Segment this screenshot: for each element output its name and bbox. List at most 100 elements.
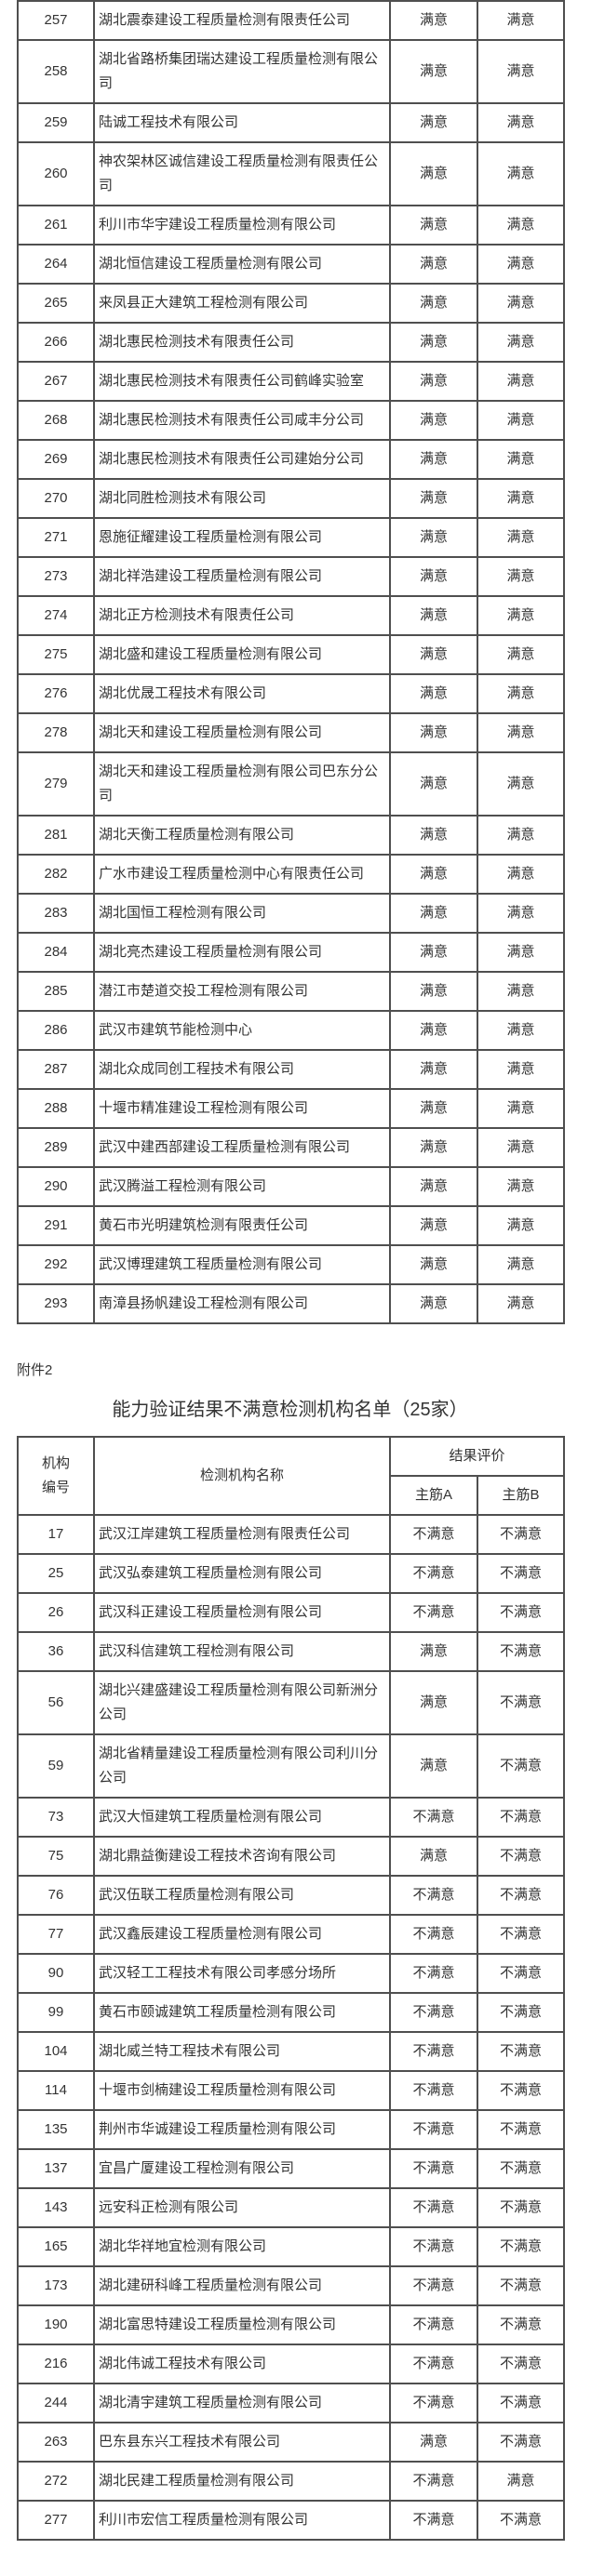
agency-name-cell: 黄石市颐诚建筑工程质量检测有限公司 [93, 1992, 391, 2033]
result-a-cell: 满意 [389, 1010, 478, 1051]
agency-number-cell: 264 [17, 244, 95, 285]
table-row: 287 湖北众成同创工程技术有限公司 满意 满意 [17, 1049, 565, 1090]
result-b-cell: 满意 [477, 815, 565, 856]
table-row: 278 湖北天和建设工程质量检测有限公司 满意 满意 [17, 712, 565, 753]
result-b-cell: 不满意 [476, 1992, 566, 2033]
result-b-cell: 不满意 [476, 2031, 566, 2072]
result-b-cell: 不满意 [476, 1733, 566, 1799]
result-b-cell: 不满意 [476, 1631, 566, 1672]
result-b-cell: 满意 [477, 1244, 565, 1285]
agency-number-cell: 25 [17, 1553, 95, 1594]
table-row: 292 武汉博理建筑工程质量检测有限公司 满意 满意 [17, 1244, 565, 1285]
agency-number-cell: 190 [17, 2304, 95, 2345]
agency-number-cell: 17 [17, 1514, 95, 1555]
agency-number-cell: 289 [17, 1127, 95, 1168]
result-a-cell: 满意 [389, 1088, 478, 1129]
agency-name-cell: 南漳县扬帆建设工程检测有限公司 [93, 1283, 391, 1324]
result-a-cell: 不满意 [389, 2070, 478, 2111]
result-a-cell: 不满意 [389, 1914, 478, 1955]
result-b-cell: 满意 [476, 2461, 566, 2502]
result-b-cell: 满意 [477, 932, 565, 973]
result-b-cell: 不满意 [476, 2422, 566, 2463]
table-row: 135 荆州市华诚建设工程质量检测有限公司 不满意 不满意 [17, 2109, 566, 2150]
agency-name-cell: 湖北省精量建设工程质量检测有限公司利川分公司 [93, 1733, 391, 1799]
result-a-cell: 满意 [389, 322, 478, 363]
agency-number-cell: 285 [17, 971, 95, 1012]
agency-name-cell: 湖北震泰建设工程质量检测有限责任公司 [93, 0, 391, 41]
result-a-cell: 不满意 [389, 1592, 478, 1633]
table-row: 190 湖北富思特建设工程质量检测有限公司 不满意 不满意 [17, 2304, 566, 2345]
agency-number-cell: 137 [17, 2148, 95, 2189]
agency-number-cell: 269 [17, 439, 95, 480]
table-row: 272 湖北民建工程质量检测有限公司 不满意 满意 [17, 2461, 566, 2502]
agency-name-cell: 武汉轻工工程技术有限公司孝感分场所 [93, 1953, 391, 1994]
result-b-cell: 不满意 [476, 1797, 566, 1838]
result-a-cell: 满意 [389, 102, 478, 143]
result-a-cell: 不满意 [389, 1553, 478, 1594]
result-b-cell: 满意 [477, 0, 565, 41]
agency-number-cell: 244 [17, 2383, 95, 2423]
agency-name-cell: 湖北清宇建筑工程质量检测有限公司 [93, 2383, 391, 2423]
table-row: 216 湖北伟诚工程技术有限公司 不满意 不满意 [17, 2344, 566, 2384]
table-row: 165 湖北华祥地宜检测有限公司 不满意 不满意 [17, 2226, 566, 2267]
agency-name-cell: 湖北威兰特工程技术有限公司 [93, 2031, 391, 2072]
agency-name-cell: 武汉中建西部建设工程质量检测有限公司 [93, 1127, 391, 1168]
result-b-cell: 不满意 [476, 2500, 566, 2541]
result-b-cell: 满意 [477, 854, 565, 895]
agency-name-cell: 湖北华祥地宜检测有限公司 [93, 2226, 391, 2267]
agency-number-cell: 260 [17, 141, 95, 206]
result-b-cell: 满意 [477, 634, 565, 675]
result-a-cell: 满意 [389, 1244, 478, 1285]
table-row: 293 南漳县扬帆建设工程检测有限公司 满意 满意 [17, 1283, 565, 1324]
agency-number-cell: 267 [17, 361, 95, 402]
agency-name-cell: 武汉市建筑节能检测中心 [93, 1010, 391, 1051]
agency-number-cell: 90 [17, 1953, 95, 1994]
agency-name-cell: 武汉江岸建筑工程质量检测有限责任公司 [93, 1514, 391, 1555]
agency-name-cell: 湖北亮杰建设工程质量检测有限公司 [93, 932, 391, 973]
agency-name-cell: 湖北天衡工程质量检测有限公司 [93, 815, 391, 856]
agency-number-cell: 277 [17, 2500, 95, 2541]
agency-number-cell: 278 [17, 712, 95, 753]
result-b-cell: 不满意 [476, 2070, 566, 2111]
result-b-cell: 满意 [477, 1127, 565, 1168]
table-row: 269 湖北惠民检测技术有限责任公司建始分公司 满意 满意 [17, 439, 565, 480]
agency-number-cell: 265 [17, 283, 95, 324]
agency-number-cell: 73 [17, 1797, 95, 1838]
agency-number-cell: 216 [17, 2344, 95, 2384]
table-row: 267 湖北惠民检测技术有限责任公司鹤峰实验室 满意 满意 [17, 361, 565, 402]
table-row: 260 神农架林区诚信建设工程质量检测有限责任公司 满意 满意 [17, 141, 565, 206]
result-b-cell: 满意 [477, 1205, 565, 1246]
result-b-cell: 满意 [477, 1283, 565, 1324]
result-a-cell: 不满意 [389, 2304, 478, 2345]
result-a-cell: 不满意 [389, 2344, 478, 2384]
table-row: 114 十堰市剑楠建设工程质量检测有限公司 不满意 不满意 [17, 2070, 566, 2111]
agency-number-cell: 288 [17, 1088, 95, 1129]
result-a-cell: 不满意 [389, 2148, 478, 2189]
table-row: 76 武汉伍联工程质量检测有限公司 不满意 不满意 [17, 1875, 566, 1916]
table-row: 137 宜昌广厦建设工程检测有限公司 不满意 不满意 [17, 2148, 566, 2189]
result-b-cell: 满意 [477, 556, 565, 597]
result-b-cell: 满意 [477, 517, 565, 558]
agency-number-cell: 270 [17, 478, 95, 519]
table-row: 244 湖北清宇建筑工程质量检测有限公司 不满意 不满意 [17, 2383, 566, 2423]
result-a-cell: 满意 [389, 205, 478, 246]
agency-number-cell: 26 [17, 1592, 95, 1633]
result-b-cell: 不满意 [476, 1670, 566, 1735]
agency-number-cell: 281 [17, 815, 95, 856]
table-row: 270 湖北同胜检测技术有限公司 满意 满意 [17, 478, 565, 519]
result-b-cell: 满意 [477, 102, 565, 143]
agency-name-cell: 湖北富思特建设工程质量检测有限公司 [93, 2304, 391, 2345]
satisfied-table: 257 湖北震泰建设工程质量检测有限责任公司 满意 满意 258 湖北省路桥集团… [17, 0, 565, 1324]
agency-name-cell: 湖北惠民检测技术有限责任公司建始分公司 [93, 439, 391, 480]
result-b-cell: 不满意 [476, 2304, 566, 2345]
table-row: 275 湖北盛和建设工程质量检测有限公司 满意 满意 [17, 634, 565, 675]
result-b-cell: 满意 [477, 400, 565, 441]
agency-number-cell: 263 [17, 2422, 95, 2463]
agency-name-cell: 湖北建研科峰工程质量检测有限公司 [93, 2265, 391, 2306]
header-result-b: 主筋B [476, 1475, 566, 1516]
result-a-cell: 不满意 [389, 2383, 478, 2423]
result-b-cell: 满意 [477, 1088, 565, 1129]
table-row: 77 武汉鑫辰建设工程质量检测有限公司 不满意 不满意 [17, 1914, 566, 1955]
agency-number-cell: 274 [17, 595, 95, 636]
